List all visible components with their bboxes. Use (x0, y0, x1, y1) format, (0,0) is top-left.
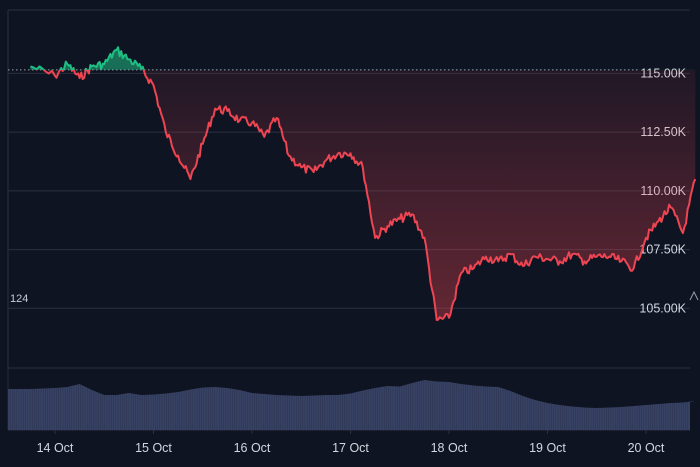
volume-area (8, 380, 696, 430)
x-tick-label: 16 Oct (234, 441, 271, 455)
y-tick-label: 105.00K (639, 301, 686, 315)
x-tick-label: 18 Oct (431, 441, 468, 455)
x-tick-label: 17 Oct (332, 441, 369, 455)
y-tick-label: 107.50K (639, 243, 686, 257)
x-tick-label: 15 Oct (135, 441, 172, 455)
scroll-right-icon[interactable] (689, 290, 699, 301)
below-reference-area (43, 69, 696, 320)
price-line-down (35, 69, 697, 321)
x-tick-label: 19 Oct (529, 441, 566, 455)
x-tick-label: 20 Oct (628, 441, 665, 455)
x-tick-label: 14 Oct (37, 441, 74, 455)
left-marker-label: 124 (10, 293, 28, 305)
